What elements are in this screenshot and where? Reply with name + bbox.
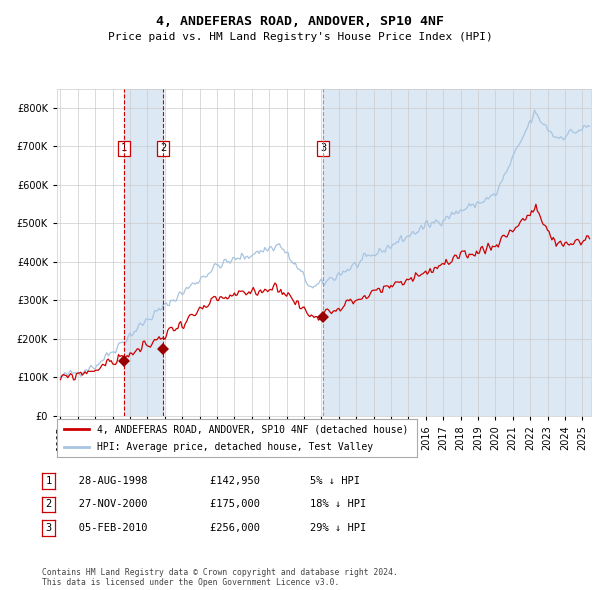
Text: 2: 2 xyxy=(160,143,166,153)
Text: 3: 3 xyxy=(46,523,52,533)
Text: 1: 1 xyxy=(121,143,127,153)
Text: 4, ANDEFERAS ROAD, ANDOVER, SP10 4NF (detached house): 4, ANDEFERAS ROAD, ANDOVER, SP10 4NF (de… xyxy=(97,424,408,434)
Text: 05-FEB-2010          £256,000        29% ↓ HPI: 05-FEB-2010 £256,000 29% ↓ HPI xyxy=(60,523,366,533)
Text: 1: 1 xyxy=(46,476,52,486)
Bar xyxy=(124,88,163,416)
Bar xyxy=(323,88,591,416)
Text: Contains HM Land Registry data © Crown copyright and database right 2024.
This d: Contains HM Land Registry data © Crown c… xyxy=(42,568,398,587)
Text: 27-NOV-2000          £175,000        18% ↓ HPI: 27-NOV-2000 £175,000 18% ↓ HPI xyxy=(60,500,366,509)
Text: 2: 2 xyxy=(46,500,52,509)
Text: 28-AUG-1998          £142,950        5% ↓ HPI: 28-AUG-1998 £142,950 5% ↓ HPI xyxy=(60,476,360,486)
Text: 3: 3 xyxy=(320,143,326,153)
Text: 4, ANDEFERAS ROAD, ANDOVER, SP10 4NF: 4, ANDEFERAS ROAD, ANDOVER, SP10 4NF xyxy=(156,15,444,28)
Text: HPI: Average price, detached house, Test Valley: HPI: Average price, detached house, Test… xyxy=(97,442,373,452)
Text: Price paid vs. HM Land Registry's House Price Index (HPI): Price paid vs. HM Land Registry's House … xyxy=(107,32,493,42)
